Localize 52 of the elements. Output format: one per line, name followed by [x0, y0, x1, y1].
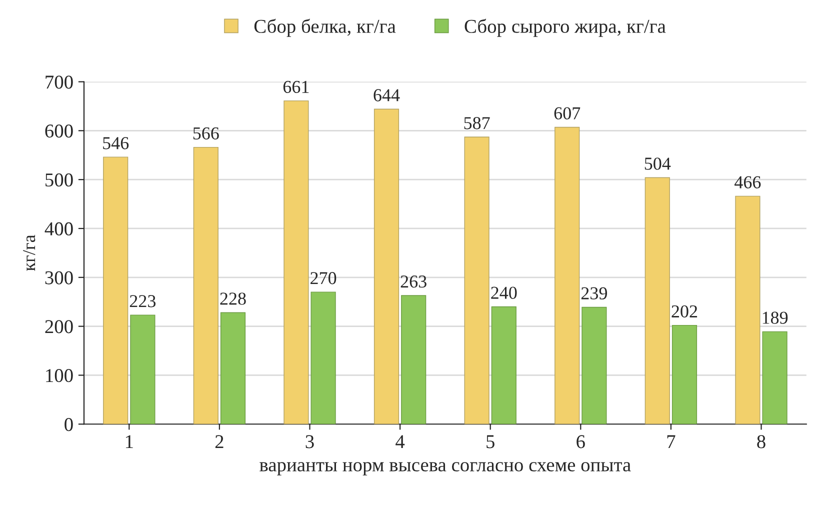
y-tick-label: 600: [45, 124, 73, 138]
y-tick-label: 300: [45, 271, 73, 284]
y-tick-label: 0: [64, 418, 73, 432]
data-label: 228: [220, 292, 246, 305]
data-label: 223: [130, 295, 156, 308]
bar: [401, 295, 426, 424]
y-tick-label: 200: [45, 320, 73, 334]
x-axis-title: варианты норм высева согласно схеме опыта: [260, 462, 631, 476]
bar: [284, 100, 309, 424]
x-tick-label: 5: [486, 435, 494, 448]
data-label: 661: [283, 80, 309, 93]
data-label: 202: [672, 305, 698, 318]
data-label: 644: [374, 89, 400, 102]
bar: [735, 196, 760, 424]
data-label: 546: [103, 137, 129, 150]
bar: [374, 108, 400, 424]
bar: [464, 136, 490, 424]
x-tick-label: 6: [576, 435, 585, 448]
legend-label: Сбор белка, кг/га: [254, 18, 396, 37]
bar: [130, 314, 156, 424]
x-tick-label: 1: [126, 435, 133, 448]
bar: [554, 126, 580, 424]
y-tick-label: 700: [46, 76, 73, 89]
x-tick-label: 8: [757, 435, 766, 448]
y-tick-label: 100: [46, 369, 73, 382]
x-tick-label: 3: [306, 435, 314, 448]
x-tick-label: 7: [667, 435, 676, 448]
data-label: 263: [400, 276, 426, 288]
data-label: 189: [762, 312, 788, 324]
bar: [672, 324, 698, 424]
data-label: 270: [310, 272, 336, 284]
bar: [193, 146, 218, 424]
y-axis-title: кг/га: [23, 234, 36, 271]
y-tick-label: 400: [44, 222, 73, 236]
bar: [310, 292, 336, 424]
data-label: 587: [464, 117, 490, 130]
data-label: 504: [644, 158, 671, 170]
data-label: 240: [491, 286, 517, 299]
bar: [762, 331, 788, 424]
x-tick-label: 4: [396, 435, 405, 448]
data-label: 566: [193, 127, 219, 140]
x-tick-label: 2: [215, 435, 224, 448]
bar: [491, 306, 516, 424]
bar: [582, 306, 607, 424]
data-label: 239: [581, 287, 607, 300]
legend-label: Сбор сырого жира, кг/га: [464, 18, 666, 37]
y-tick-label: 500: [46, 173, 73, 187]
bar: [220, 312, 246, 424]
data-label: 607: [554, 107, 580, 120]
bar: [103, 156, 128, 424]
bar: [644, 177, 670, 424]
data-label: 466: [734, 176, 761, 188]
